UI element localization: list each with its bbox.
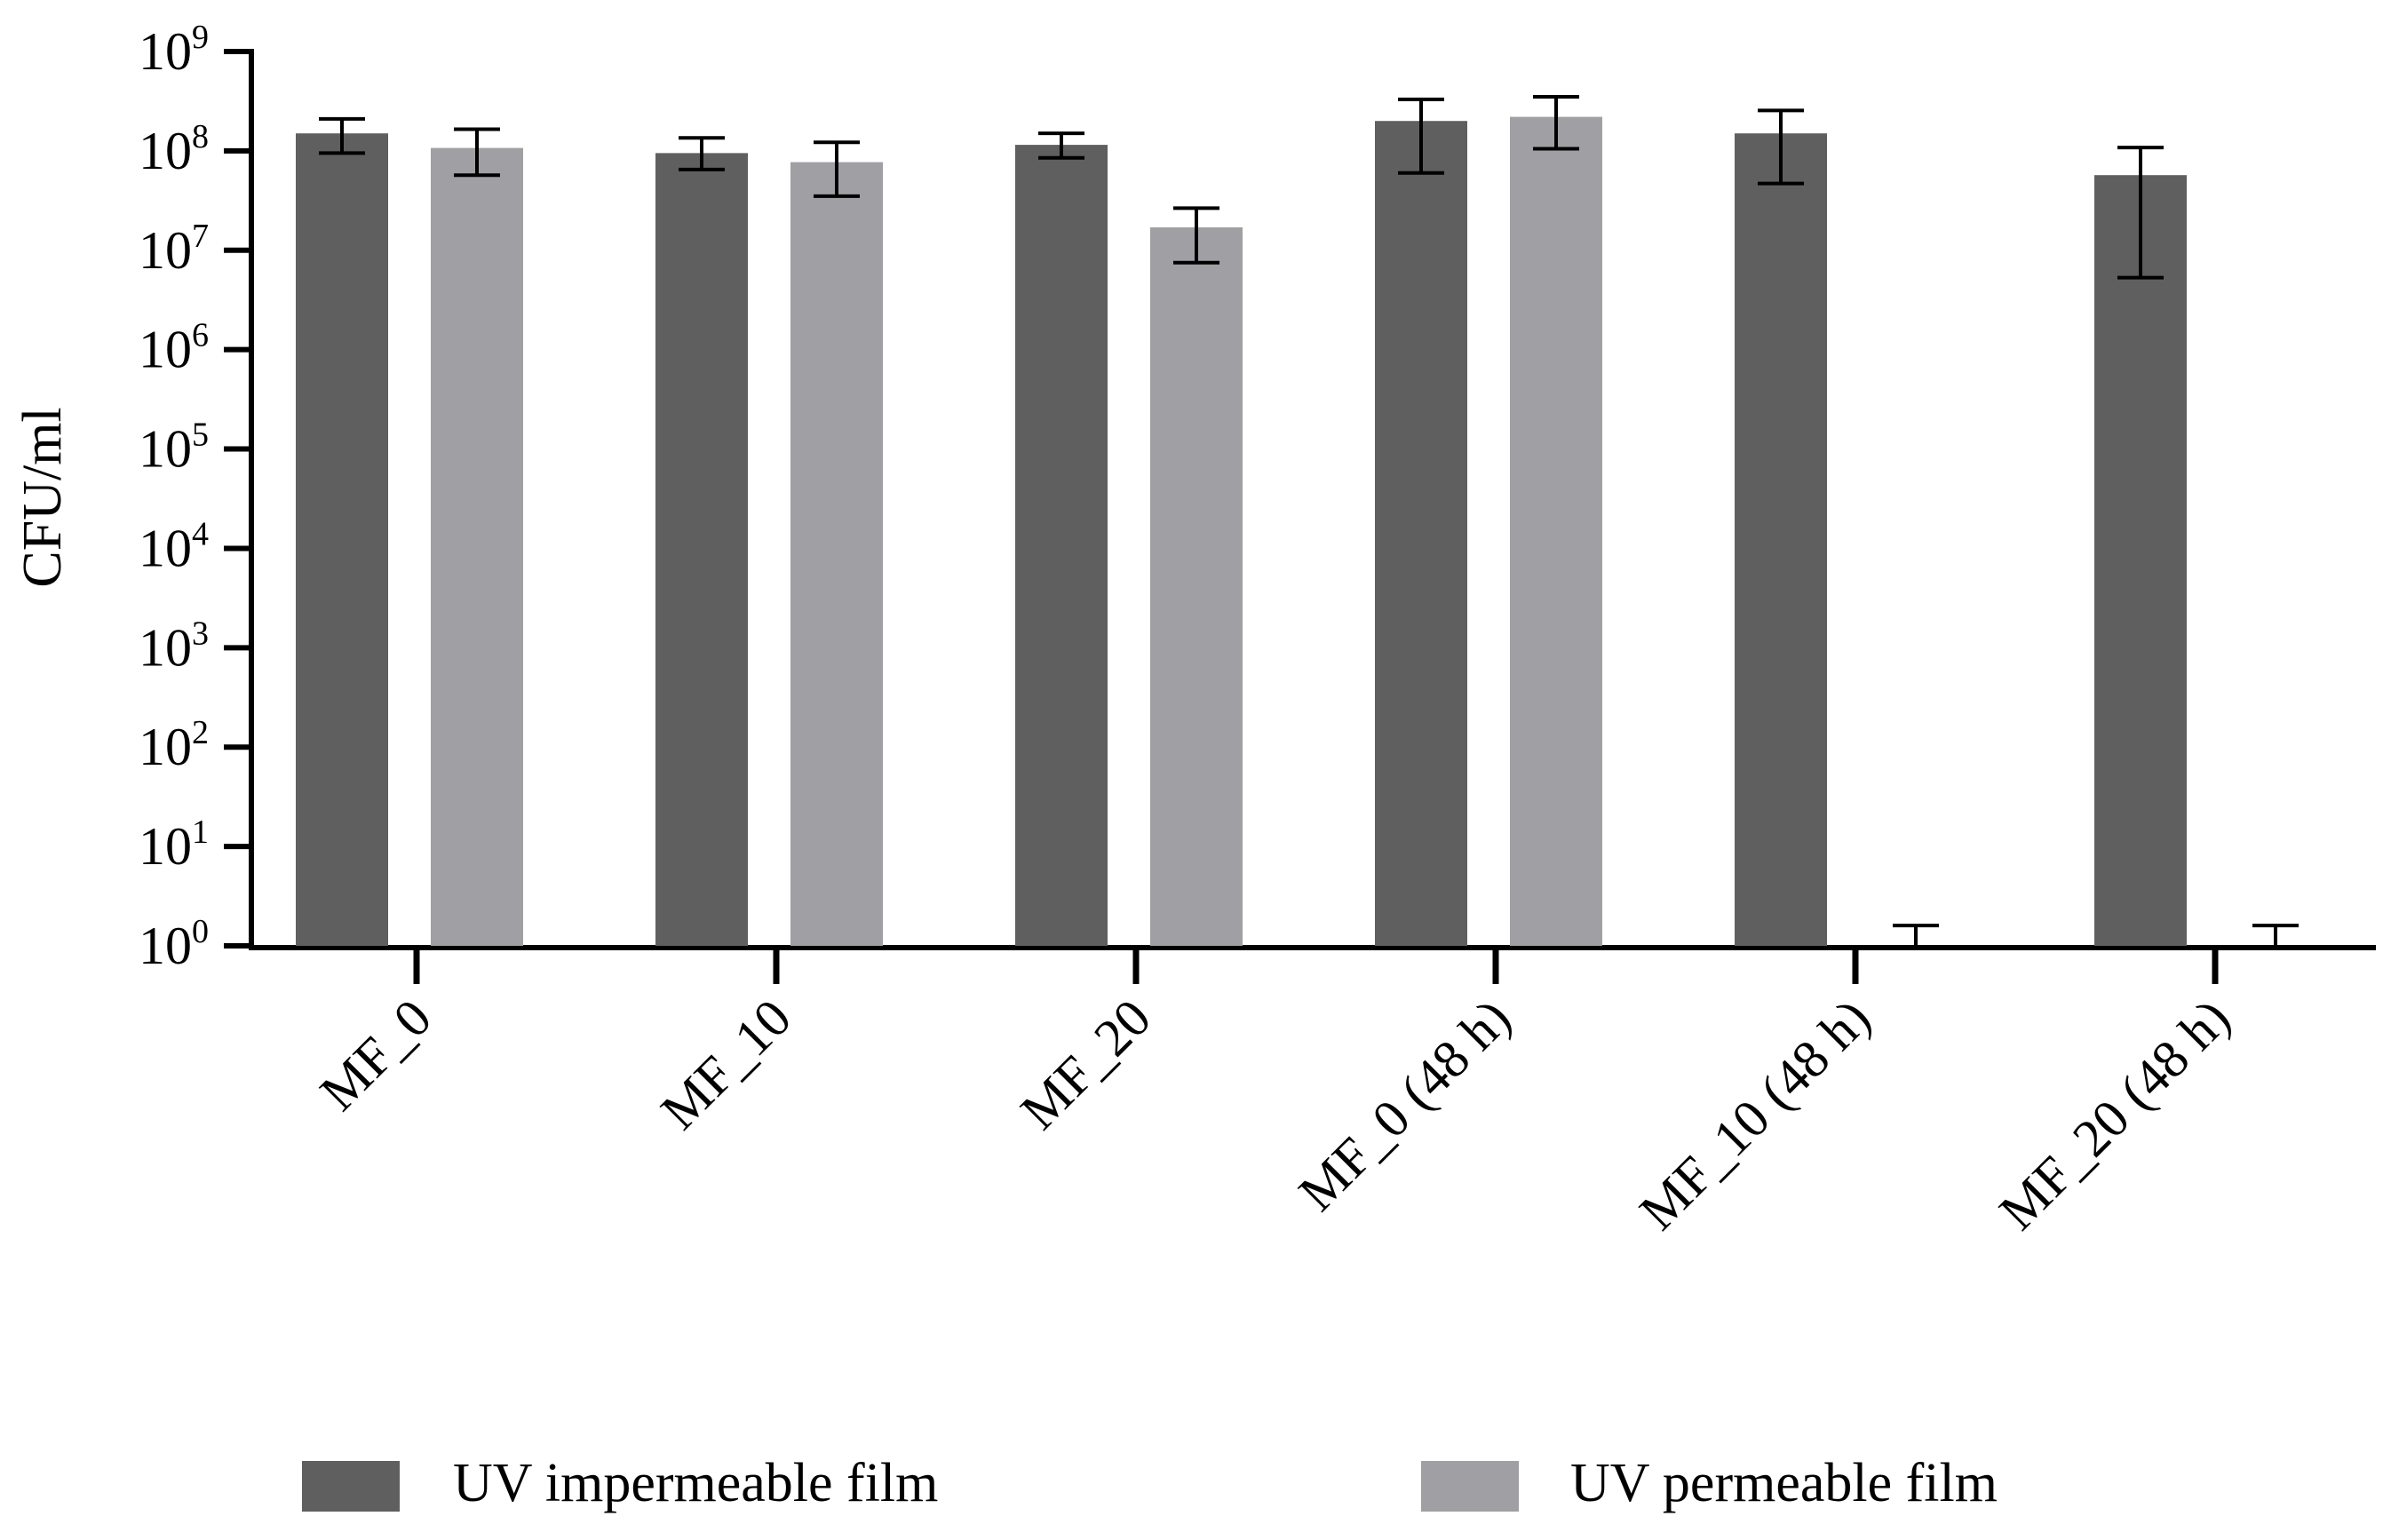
y-tick-label: 103	[139, 615, 209, 677]
bar	[296, 133, 388, 947]
legend-label-uv-permeable: UV permeable film	[1570, 1453, 1998, 1513]
y-axis: 100 101 102 103 104 105 106 107 108 109 CFU/ml	[12, 19, 254, 975]
legend-label-uv-impermeable: UV impermeable film	[453, 1453, 938, 1513]
bar	[2094, 175, 2187, 946]
bar	[431, 147, 523, 946]
bar	[1375, 121, 1467, 946]
bars	[296, 116, 2187, 947]
bar	[1150, 226, 1243, 946]
legend-swatch-uv-permeable	[1421, 1461, 1519, 1512]
x-tick-label: MF_10 (48 h)	[1628, 988, 1881, 1242]
x-tick-label: MF_0 (48 h)	[1288, 988, 1522, 1223]
legend: UV impermeable film UV permeable film	[302, 1453, 1998, 1513]
y-tick-label: 106	[139, 317, 209, 379]
y-tick-label: 102	[139, 714, 209, 776]
y-tick-label: 100	[139, 913, 209, 975]
y-tick-label: 105	[139, 417, 209, 479]
bar	[1510, 116, 1602, 947]
error-bars	[319, 95, 2299, 946]
x-tick-label: MF_0	[309, 988, 442, 1122]
bar	[1015, 145, 1108, 946]
y-tick-label: 101	[139, 814, 209, 876]
x-tick-label: MF_20 (48 h)	[1988, 988, 2241, 1242]
x-axis: MF_0 MF_10 MF_20 MF_0 (48 h) MF_10 (48 h) MF_…	[249, 945, 2376, 1242]
bar	[1735, 133, 1827, 947]
x-tick-label: MF_10	[650, 988, 803, 1141]
y-tick-label: 108	[139, 118, 209, 180]
y-tick-label: 104	[139, 515, 209, 577]
x-tick-label: MF_20	[1010, 988, 1163, 1141]
legend-swatch-uv-impermeable	[302, 1461, 400, 1512]
bar	[655, 153, 748, 947]
bar	[790, 162, 883, 947]
y-axis-title: CFU/ml	[12, 407, 73, 587]
y-tick-label: 109	[139, 19, 209, 81]
y-tick-label: 107	[139, 218, 209, 280]
